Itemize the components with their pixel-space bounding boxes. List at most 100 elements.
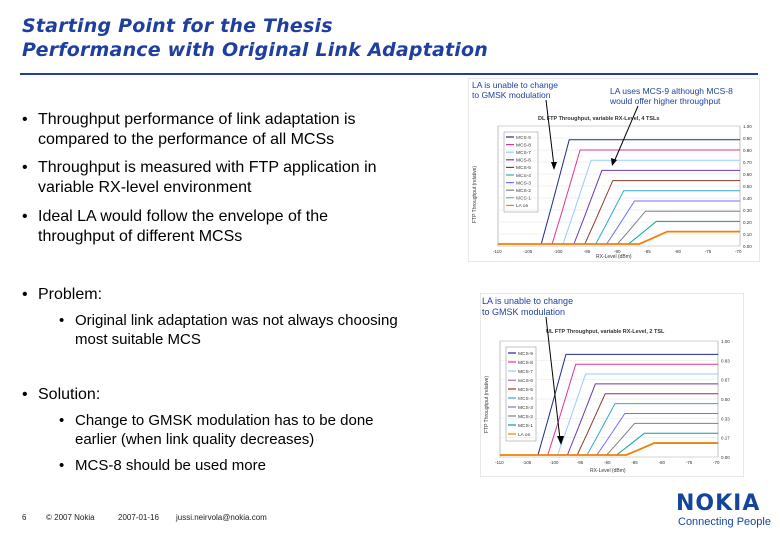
y-tick-label: 0.50 [721, 397, 730, 402]
legend-label: MCS-8 [516, 142, 531, 148]
chart-title: UL FTP Throughput, variable RX-Level, 2 … [546, 329, 665, 335]
x-tick-label: -70 [713, 460, 720, 465]
x-tick-label: -110 [493, 249, 502, 254]
bullet-line: Ideal LA would follow the envelope of th… [38, 208, 328, 225]
footer-page-number: 6 [22, 513, 27, 522]
x-tick-label: -85 [631, 460, 638, 465]
callout-left-line-2: to GMSK modulation [482, 307, 565, 317]
bottom-throughput-chart: LA is unable to change to GMSK modulatio… [480, 293, 744, 477]
x-tick-label: -90 [604, 460, 611, 465]
callout-right-arrowhead [611, 158, 617, 166]
callout-right-arrow [613, 105, 639, 163]
bullet-line: throughput of different MCSs [38, 228, 243, 245]
footer-email: jussi.neirvola@nokia.com [176, 513, 267, 522]
problem-sub-bullet: • Original link adaptation was not alway… [59, 311, 439, 349]
y-tick-label: 0.83 [721, 358, 730, 363]
legend-label: MCS-6 [516, 158, 531, 164]
callout-left-line-1: LA is unable to change [472, 80, 558, 90]
bullet-dot: • [22, 386, 28, 403]
x-tick-label: -100 [550, 460, 560, 465]
callout-left-arrow [545, 316, 561, 440]
y-tick-label: 0.70 [743, 160, 752, 165]
y-tick-label: 0.67 [721, 378, 730, 383]
x-tick-label: -110 [495, 460, 504, 465]
callout-left-arrowhead [557, 436, 564, 445]
y-tick-label: 0.33 [721, 416, 730, 421]
x-tick-label: -105 [522, 460, 532, 465]
nokia-wordmark: NOKIA [676, 491, 761, 516]
chart-title: DL FTP Throughput, variable RX-Level, 4 … [538, 116, 659, 122]
bullet-line: Change to GMSK modulation has to be done [75, 412, 374, 429]
x-tick-label: -90 [614, 249, 621, 254]
legend-label: LA on [516, 203, 529, 209]
legend-label: MCS-2 [518, 414, 533, 420]
y-tick-label: 1.00 [721, 339, 730, 344]
top-throughput-chart: LA is unable to change to GMSK modulatio… [468, 78, 760, 262]
x-tick-label: -95 [584, 249, 591, 254]
series-line [500, 442, 718, 456]
bullet-line: variable RX-level environment [38, 179, 252, 196]
solution-heading: • Solution: [22, 385, 100, 405]
bullet-ideal-la: • Ideal LA would follow the envelope of … [22, 207, 442, 247]
bullet-line: Original link adaptation was not always … [75, 312, 398, 329]
y-axis-label: FTP Throughput (relative) [484, 376, 490, 433]
bullet-dot: • [22, 286, 28, 303]
problem-heading: • Problem: [22, 285, 102, 305]
y-tick-label: 0.40 [743, 196, 752, 201]
slide-title: Starting Point for the Thesis Performanc… [22, 14, 582, 62]
callout-left-line-2: to GMSK modulation [472, 90, 551, 100]
y-tick-label: 0.30 [743, 208, 752, 213]
y-tick-label: 0.00 [743, 244, 752, 249]
solution-sub-bullet-gmsk: • Change to GMSK modulation has to be do… [59, 411, 439, 449]
legend-label: MCS-5 [518, 387, 533, 393]
x-tick-label: -70 [735, 249, 742, 254]
legend-label: MCS-7 [516, 150, 531, 156]
callout-left-arrow [545, 99, 555, 167]
y-tick-label: 0.20 [743, 220, 752, 225]
y-tick-label: 1.00 [743, 124, 752, 129]
bullet-line: compared to the performance of all MCSs [38, 131, 335, 148]
bullet-dot: • [59, 457, 65, 474]
title-line-1: Starting Point for the Thesis [22, 15, 333, 37]
callout-right-line-2: would offer higher throughput [609, 96, 721, 106]
callout-right-line-1: LA uses MCS-9 although MCS-8 [610, 86, 733, 96]
y-tick-label: 0.80 [743, 148, 752, 153]
y-tick-label: 0.60 [743, 172, 752, 177]
bullet-ftp-measurement: • Throughput is measured with FTP applic… [22, 158, 442, 198]
legend-box [503, 131, 539, 213]
x-tick-label: -80 [675, 249, 682, 254]
title-rule [20, 73, 758, 75]
bullet-line: earlier (when link quality decreases) [75, 431, 315, 448]
y-tick-label: 0.17 [721, 436, 730, 441]
x-axis-label: RX-Level (dBm) [590, 468, 626, 474]
x-axis-label: RX-Level (dBm) [596, 254, 632, 260]
nokia-logo: NOKIA Connecting People [676, 491, 771, 529]
bullet-dot: • [22, 111, 28, 128]
bullet-line: Throughput is measured with FTP applicat… [38, 159, 377, 176]
legend-label: MCS-9 [518, 351, 533, 357]
series-line [498, 230, 740, 245]
footer-copyright: © 2007 Nokia [46, 513, 95, 522]
nokia-tagline: Connecting People [678, 516, 771, 528]
y-axis-label: FTP Throughput (relative) [472, 166, 478, 223]
legend-label: MCS-5 [516, 165, 531, 171]
x-tick-label: -75 [705, 249, 712, 254]
y-tick-label: 0.00 [721, 455, 730, 460]
legend-label: LA on [518, 432, 531, 438]
x-tick-label: -75 [686, 460, 693, 465]
y-tick-label: 0.50 [743, 184, 752, 189]
footer-date: 2007-01-16 [118, 513, 159, 522]
bullet-throughput-comparison: • Throughput performance of link adaptat… [22, 110, 442, 150]
x-tick-label: -100 [554, 249, 564, 254]
y-tick-label: 0.10 [743, 232, 752, 237]
bullet-line: MCS-8 should be used more [75, 457, 266, 474]
legend-label: MCS-1 [516, 196, 531, 202]
bullet-line: Throughput performance of link adaptatio… [38, 111, 356, 128]
legend-label: MCS-7 [518, 369, 533, 375]
bullet-line: most suitable MCS [75, 331, 201, 348]
bullet-dot: • [22, 208, 28, 225]
callout-left-arrowhead [551, 162, 557, 170]
legend-label: MCS-3 [518, 405, 533, 411]
bullet-dot: • [59, 412, 65, 429]
legend-label: MCS-2 [516, 188, 531, 194]
